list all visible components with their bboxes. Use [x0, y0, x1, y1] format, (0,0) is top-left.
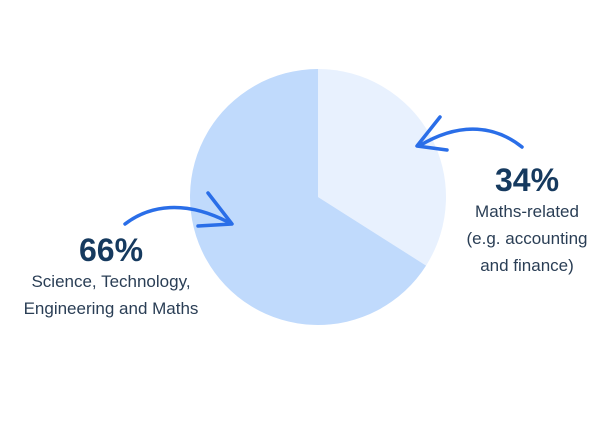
small-slice-annotation: 34% Maths-related (e.g. accounting and f…	[452, 162, 602, 279]
large-slice-annotation: 66% Science, Technology, Engineering and…	[0, 232, 222, 322]
large-slice-percent: 66%	[78, 232, 144, 268]
arrowhead-large-slice	[196, 191, 234, 228]
arrowhead-small-slice	[415, 115, 449, 152]
small-slice-label-line-1: Maths-related	[475, 202, 579, 221]
small-slice-percent: 34%	[494, 162, 560, 198]
large-slice-label-line-2: Engineering and Maths	[23, 299, 199, 318]
large-slice-label-line-1: Science, Technology,	[31, 272, 191, 291]
arrow-to-large-slice	[123, 205, 230, 226]
pie-slice-maths-related	[318, 69, 446, 266]
pie-slice-stem	[189, 69, 427, 325]
small-slice-label-line-2: (e.g. accounting	[466, 229, 588, 248]
small-slice-label-line-3: and finance)	[480, 256, 574, 275]
arrow-to-small-slice	[417, 127, 524, 149]
